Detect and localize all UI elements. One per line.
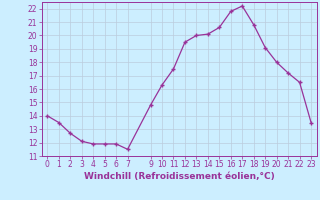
X-axis label: Windchill (Refroidissement éolien,°C): Windchill (Refroidissement éolien,°C) [84, 172, 275, 181]
